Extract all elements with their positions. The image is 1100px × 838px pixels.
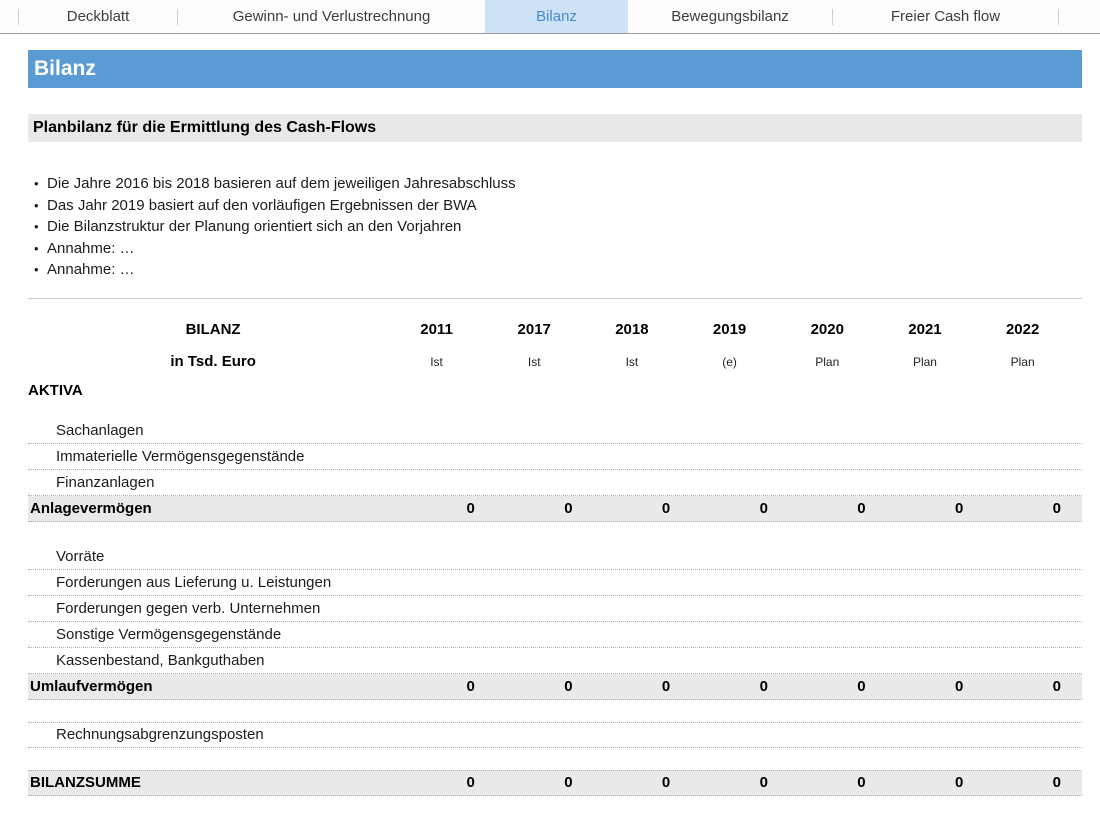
total-row: BILANZSUMME 0 0 0 0 0 0 0 [28,769,1082,796]
divider-line [28,297,1082,299]
cell-value: 0 [1052,499,1061,517]
cell-value: 0 [661,677,671,695]
row-label: Forderungen aus Lieferung u. Leistungen [56,573,332,591]
cell-value: 0 [466,677,475,695]
table-spacer [28,522,1082,544]
bullet-item: Die Bilanzstruktur der Planung orientier… [28,216,1082,238]
year-type-header: Ist [527,354,541,369]
cell-value: 0 [954,774,964,791]
year-type-header: Plan [1010,354,1035,369]
row-label: Finanzanlagen [56,473,155,491]
cell-value: 0 [857,774,866,791]
table-row: Rechnungsabgrenzungsposten [28,721,1082,748]
cell-value: 0 [564,774,573,791]
year-header: 2018 [615,321,649,338]
row-label: Sachanlagen [56,421,144,439]
tab-deckblatt[interactable]: Deckblatt [19,0,177,33]
row-label: BILANZSUMME [30,774,141,791]
table-row: Vorräte [28,544,1082,570]
year-header: 2022 [1005,321,1040,338]
tab-divider [177,8,178,25]
page-content: Bilanz Planbilanz für die Ermittlung des… [28,50,1082,796]
cell-value: 0 [661,499,671,517]
tab-label: Gewinn- und Verlustrechnung [232,8,431,25]
tab-bewegungsbilanz[interactable]: Bewegungsbilanz [628,0,832,33]
year-type-header: Ist [625,354,639,369]
cell-value: 0 [857,677,866,695]
tab-label: Freier Cash flow [890,8,1001,25]
page-title: Bilanz [34,57,96,80]
year-header: 2020 [810,321,844,338]
cell-value: 0 [759,499,768,517]
table-row: Kassenbestand, Bankguthaben [28,648,1082,674]
section-label-row: AKTIVA [28,378,1082,404]
table-row: Immaterielle Vermögensgegenstände [28,444,1082,470]
row-label: Forderungen gegen verb. Unternehmen [56,599,321,617]
bullet-list: Die Jahre 2016 bis 2018 basieren auf dem… [28,173,1082,281]
balance-table: BILANZ 2011 2017 2018 2019 2020 2021 2022 in T… [28,314,1082,796]
cell-value: 0 [466,774,475,791]
section-title: Planbilanz für die Ermittlung des Cash-F… [33,119,377,136]
tab-divider [832,8,833,25]
cell-value: 0 [466,499,475,517]
tab-gewinn-und-verlustrechnung[interactable]: Gewinn- und Verlustrechnung [178,0,485,33]
tab-bilanz[interactable]: Bilanz [485,0,628,33]
bullet-item: Das Jahr 2019 basiert auf den vorläufige… [28,195,1082,217]
tab-label: Deckblatt [66,8,130,25]
year-header: 2017 [517,321,551,338]
row-label: Kassenbestand, Bankguthaben [56,651,265,669]
year-type-header: (e) [722,354,737,369]
cell-value: 0 [1052,774,1061,791]
page-title-bar: Bilanz [28,50,1082,88]
section-label: AKTIVA [28,382,83,399]
table-spacer [28,748,1082,770]
tab-bar: Deckblatt Gewinn- und Verlustrechnung Bila… [0,0,1100,34]
table-row: Sachanlagen [28,418,1082,444]
table-row: Finanzanlagen [28,470,1082,496]
tab-divider [18,8,19,25]
cell-value: 0 [564,677,573,695]
cell-value: 0 [857,499,866,517]
year-header: 2019 [712,321,747,338]
row-label: Anlagevermögen [30,499,152,517]
year-type-header: Plan [815,354,840,369]
row-label: Sonstige Vermögensgegenstände [56,625,282,643]
tab-label: Bilanz [536,8,577,25]
row-label: Rechnungsabgrenzungsposten [56,726,264,743]
cell-value: 0 [954,677,964,695]
table-row: Forderungen aus Lieferung u. Leistungen [28,570,1082,596]
year-type-header: Ist [430,354,443,369]
bullet-item: Annahme: … [28,259,1082,281]
table-row: Forderungen gegen verb. Unternehmen [28,596,1082,622]
section-header: Planbilanz für die Ermittlung des Cash-F… [28,114,1082,142]
cell-value: 0 [661,774,671,791]
cell-value: 0 [1052,677,1061,695]
table-header-units: in Tsd. Euro Ist Ist Ist (e) Plan Plan Plan [28,346,1082,378]
cell-value: 0 [954,499,964,517]
bullet-item: Die Jahre 2016 bis 2018 basieren auf dem… [28,173,1082,195]
row-label: Umlaufvermögen [30,677,153,695]
tab-label: Bewegungsbilanz [671,8,789,25]
cell-value: 0 [759,774,768,791]
row-label: Vorräte [56,547,105,565]
bullet-item: Annahme: … [28,238,1082,260]
year-header: 2021 [908,321,942,338]
year-header: 2011 [420,321,453,338]
cell-value: 0 [564,499,573,517]
cell-value: 0 [759,677,768,695]
table-row: Sonstige Vermögensgegenstände [28,622,1082,648]
sum-row: Umlaufvermögen 0 0 0 0 0 0 0 [28,673,1082,700]
tab-freier-cash-flow[interactable]: Freier Cash flow [833,0,1058,33]
sum-row: Anlagevermögen 0 0 0 0 0 0 0 [28,495,1082,522]
row-label: Immaterielle Vermögensgegenstände [56,447,305,465]
table-spacer [28,700,1082,722]
table-title: BILANZ [185,321,241,338]
table-body: Sachanlagen Immaterielle Vermögensgegenst… [28,418,1082,796]
table-header-years: BILANZ 2011 2017 2018 2019 2020 2021 2022 [28,314,1082,346]
year-type-header: Plan [912,354,937,369]
tab-divider [1058,8,1059,25]
table-subtitle: in Tsd. Euro [170,353,256,370]
